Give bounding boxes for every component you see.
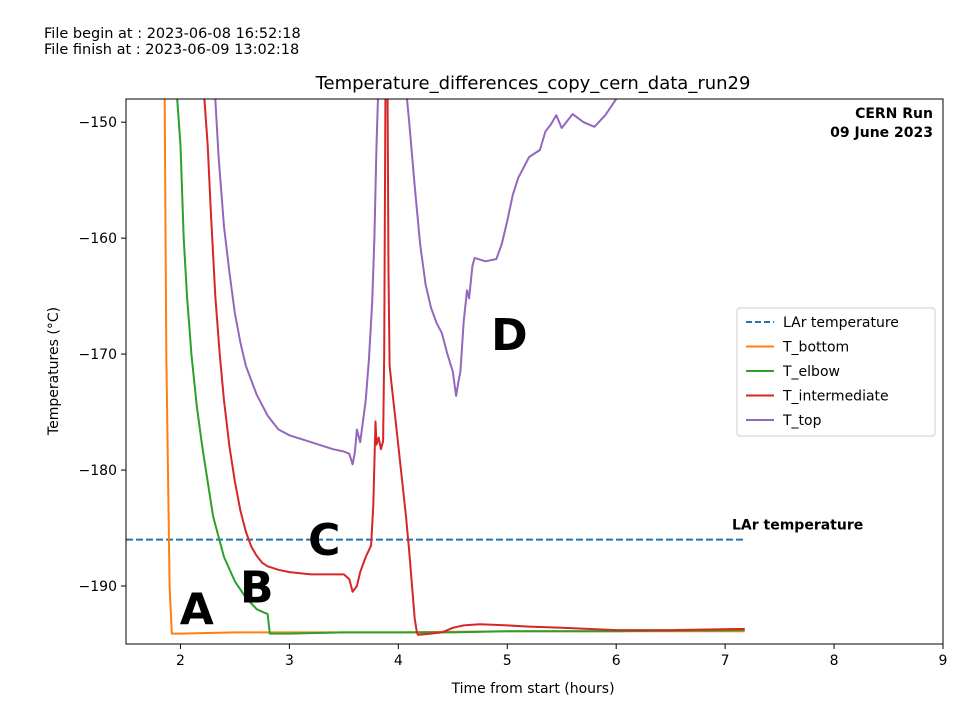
series-t-top (214, 99, 618, 466)
corner-text: CERN Run 09 June 2023 (830, 106, 933, 141)
y-tick-label: −150 (79, 115, 117, 131)
annotation-b: B (240, 563, 274, 614)
x-tick-label: 2 (176, 653, 185, 669)
y-tick-label: −170 (79, 347, 117, 363)
lar-temperature-label: LAr temperature (732, 518, 863, 534)
y-tick-label: −160 (79, 231, 117, 247)
annotation-c: C (308, 515, 340, 566)
legend-label: T_intermediate (782, 389, 889, 405)
x-tick-label: 8 (830, 653, 839, 669)
axes: 2 3 4 5 6 7 8 9 −190 −180 −170 −160 −150 (79, 98, 948, 669)
corner-text-line-1: CERN Run (855, 106, 933, 122)
legend-label: T_elbow (782, 364, 840, 380)
x-tick-label: 5 (503, 653, 512, 669)
file-finish-text: File finish at : 2023-06-09 13:02:18 (44, 42, 300, 58)
file-info: File begin at : 2023-06-08 16:52:18 File… (44, 26, 301, 58)
corner-text-line-2: 09 June 2023 (830, 125, 933, 141)
legend: LAr temperature T_bottom T_elbow T_intermed… (736, 307, 936, 437)
legend-box (736, 307, 936, 437)
legend-label: T_bottom (782, 340, 849, 356)
x-tick-label: 6 (612, 653, 621, 669)
series-t-intermediate (203, 99, 745, 636)
file-begin-text: File begin at : 2023-06-08 16:52:18 (44, 26, 301, 42)
legend-label: LAr temperature (783, 315, 899, 331)
y-tick-label: −180 (79, 463, 117, 479)
legend-label: T_top (782, 413, 822, 429)
plot-area: LAr temperature A BC D (126, 99, 863, 636)
x-tick-label: 3 (285, 653, 294, 669)
axes-frame (125, 98, 944, 645)
x-axis-label: Time from start (hours) (450, 681, 614, 697)
y-axis-label: Temperatures (°C) (46, 307, 62, 436)
x-tick-label: 4 (394, 653, 403, 669)
chart-title: Temperature_differences_copy_cern_data_r… (315, 73, 751, 94)
x-tick-label: 7 (721, 653, 730, 669)
annotation-a: A (180, 585, 214, 636)
x-tick-label: 9 (939, 653, 948, 669)
series-t-elbow (176, 99, 745, 635)
annotation-d: D (491, 310, 528, 361)
y-tick-label: −190 (79, 579, 117, 595)
